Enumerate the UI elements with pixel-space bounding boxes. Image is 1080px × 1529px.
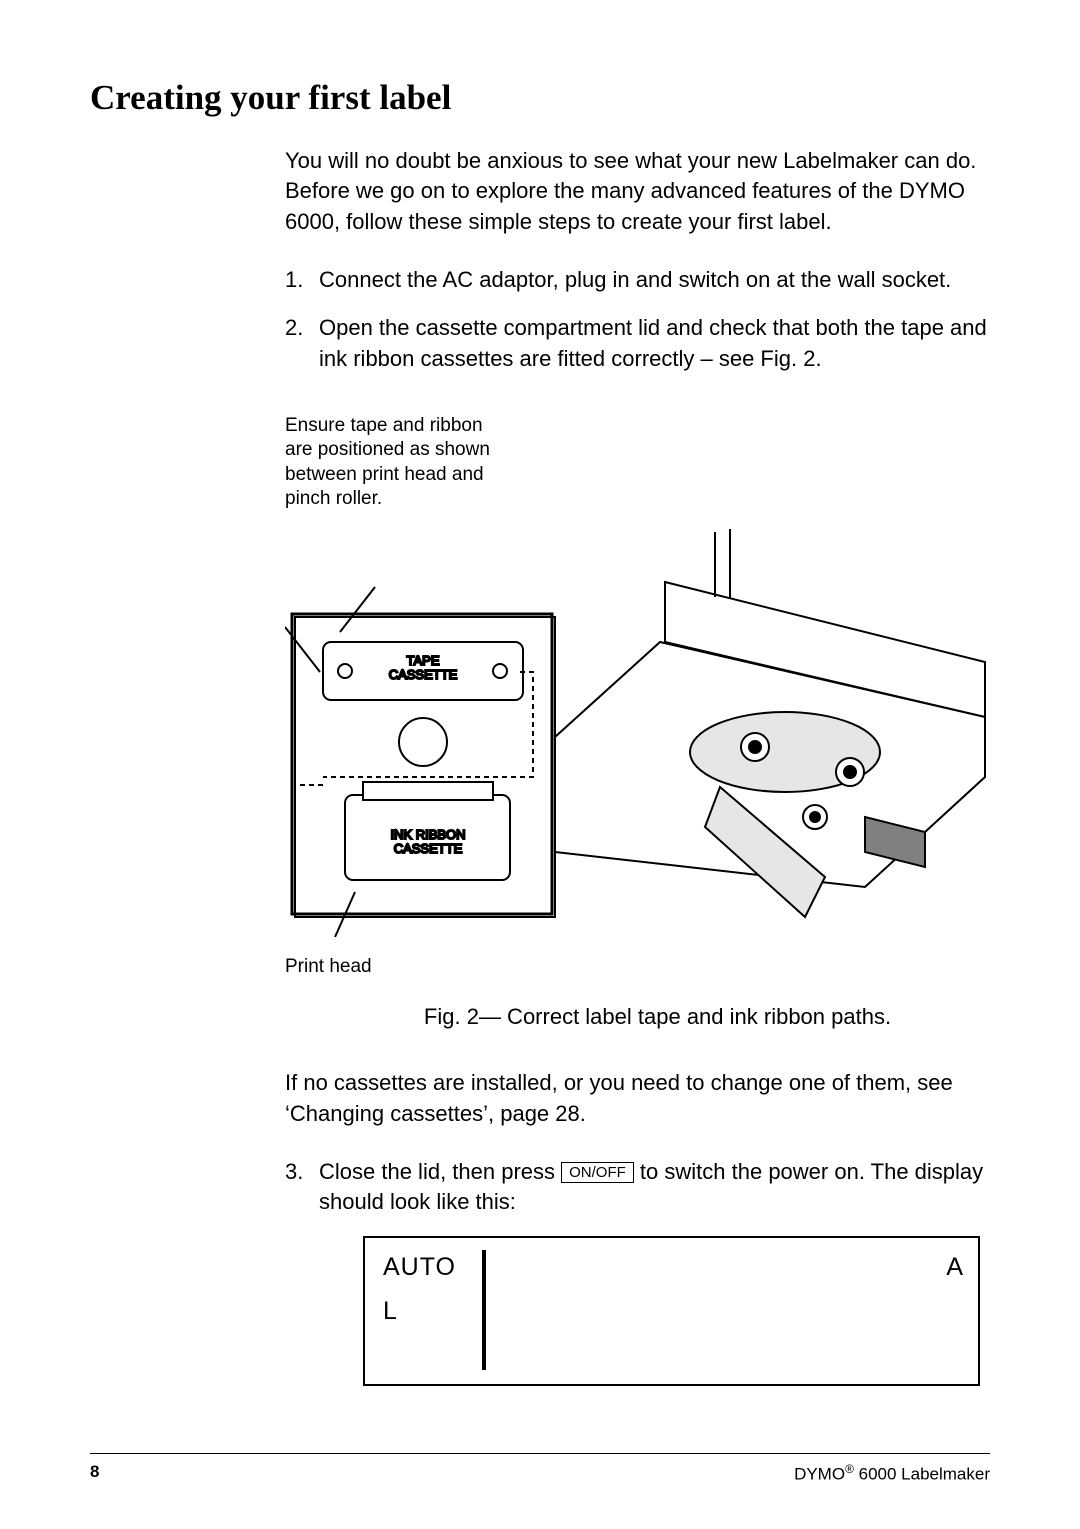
svg-text:CASSETTE: CASSETTE xyxy=(394,841,463,856)
step-3-number: 3. xyxy=(285,1157,319,1218)
step-2-text: Open the cassette compartment lid and ch… xyxy=(319,313,990,374)
display-cursor xyxy=(482,1250,486,1370)
display-a: A xyxy=(946,1250,964,1285)
onoff-key: ON/OFF xyxy=(561,1162,634,1183)
intro-paragraph: You will no doubt be anxious to see what… xyxy=(285,146,990,237)
cassette-diagram: TAPE CASSETTE INK RIBBON CASSETTE xyxy=(285,517,990,937)
registered-mark: ® xyxy=(845,1462,854,1476)
ink-ribbon-label: INK RIBBON xyxy=(390,827,465,842)
cassette-note: If no cassettes are installed, or you ne… xyxy=(285,1068,990,1129)
display-auto: AUTO xyxy=(383,1250,456,1285)
figure-caption: Fig. 2— Correct label tape and ink ribbo… xyxy=(285,1002,990,1032)
step-3-text-a: Close the lid, then press xyxy=(319,1159,561,1184)
section-heading: Creating your first label xyxy=(90,78,990,118)
content-block: You will no doubt be anxious to see what… xyxy=(285,146,990,1386)
page-number: 8 xyxy=(90,1462,99,1485)
step-3-text: Close the lid, then press ON/OFF to swit… xyxy=(319,1157,990,1218)
step-1: 1. Connect the AC adaptor, plug in and s… xyxy=(285,265,990,295)
tape-cassette-label: TAPE xyxy=(407,653,440,668)
figure-2-block: Ensure tape and ribbon are positioned as… xyxy=(285,414,990,1032)
step-2-number: 2. xyxy=(285,313,319,374)
figure-instruction: Ensure tape and ribbon are positioned as… xyxy=(285,414,495,511)
footer-product: DYMO® 6000 Labelmaker xyxy=(794,1462,990,1485)
display-l: L xyxy=(383,1294,398,1329)
step-1-text: Connect the AC adaptor, plug in and swit… xyxy=(319,265,990,295)
step-2: 2. Open the cassette compartment lid and… xyxy=(285,313,990,374)
step-3: 3. Close the lid, then press ON/OFF to s… xyxy=(285,1157,990,1218)
svg-text:CASSETTE: CASSETTE xyxy=(389,667,458,682)
display-mockup: AUTO A L xyxy=(363,1236,980,1386)
step-1-number: 1. xyxy=(285,265,319,295)
printhead-label: Print head xyxy=(285,954,990,980)
page-footer: 8 DYMO® 6000 Labelmaker xyxy=(90,1453,990,1485)
